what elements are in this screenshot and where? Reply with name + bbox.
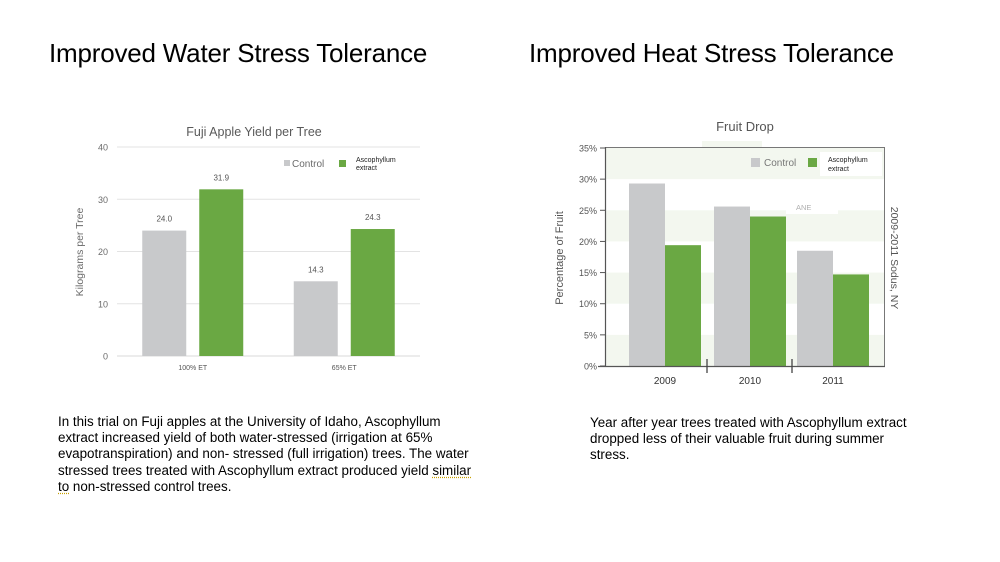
legend2-extract-bg [820,152,882,176]
legend-extract-swatch [339,160,346,167]
chart1-ytick-label: 0 [103,352,108,362]
water-stress-heading: Improved Water Stress Tolerance [49,38,428,68]
chart1-bar-control [142,230,187,356]
chart2-bar-extract [833,274,869,366]
chart2-xtick-label: 2009 [654,376,677,387]
chart1-y-axis-label: Kilograms per Tree [74,207,86,296]
chart2-ytick-label: 30% [579,175,597,185]
chart1-data-label: 24.0 [156,215,172,224]
legend-extract-label-1: Ascophyllum [356,157,396,164]
legend2-extract-label-1: Ascophyllum [828,157,868,164]
heat-stress-heading: Improved Heat Stress Tolerance [529,38,894,68]
chart2-bar-extract [750,216,786,366]
ane-label-bg [786,198,838,214]
legend-extract-label-2: extract [356,165,377,172]
chart1-title: Fuji Apple Yield per Tree [186,125,322,139]
chart2-bar-extract [665,245,701,366]
chart1-data-label: 31.9 [213,173,229,182]
chart2-y-axis-label: Percentage of Fruit [554,211,566,305]
chart1-xtick-label: 65% ET [332,365,358,372]
chart2-ytick-label: 10% [579,299,597,309]
chart1-ytick-label: 30 [98,195,108,205]
chart1-bar-extract [199,189,244,356]
chart1-ytick-label: 20 [98,247,108,257]
chart2-bar-control [629,183,665,366]
chart2-ytick-label: 25% [579,206,597,216]
desc-spellcheck-phrase: similar to [58,462,472,494]
chart2-source-annotation: 2009-2011 Sodus, NY [888,207,900,310]
heat-stress-description: Year after year trees treated with Ascop… [590,415,907,463]
chart2-bar-control [797,250,833,366]
legend2-control-swatch [751,158,760,167]
chart2-xtick-label: 2010 [739,376,762,387]
legend-control-swatch [284,160,290,166]
legend2-control-label: Control [764,158,796,169]
legend2-extract-swatch [808,158,817,167]
chart1-ytick-label: 40 [98,143,108,153]
chart2-ytick-label: 5% [584,330,597,340]
legend2-extract-label-2: extract [828,166,849,173]
legend-control-label: Control [292,159,324,170]
chart1-bar-extract [350,229,395,356]
chart2-ytick-label: 0% [584,362,597,372]
ane-annotation: ANE [796,203,811,212]
chart2-bar-control [714,206,750,366]
chart2-ytick-label: 35% [579,144,597,154]
chart2-legend: Control Ascophyllum extract [751,152,882,176]
chart2-ytick-label: 15% [579,268,597,278]
chart2-top-tab [702,141,762,148]
chart1-legend: Control Ascophyllum extract [284,157,396,172]
desc-part-1: In this trial on Fuji apples at the Univ… [58,414,469,478]
chart1-data-label: 14.3 [308,265,324,274]
desc-part-3: non-stressed control trees. [69,478,232,494]
chart2-xtick-label: 2011 [822,376,844,387]
chart2-ytick-label: 20% [579,237,597,247]
chart1-bar-control [293,281,338,356]
chart1-xtick-label: 100% ET [178,365,208,372]
chart2-title: Fruit Drop [716,119,774,134]
chart1-ytick-label: 10 [98,299,108,309]
chart1-data-label: 24.3 [365,213,381,222]
water-stress-description: In this trial on Fuji apples at the Univ… [58,414,478,495]
